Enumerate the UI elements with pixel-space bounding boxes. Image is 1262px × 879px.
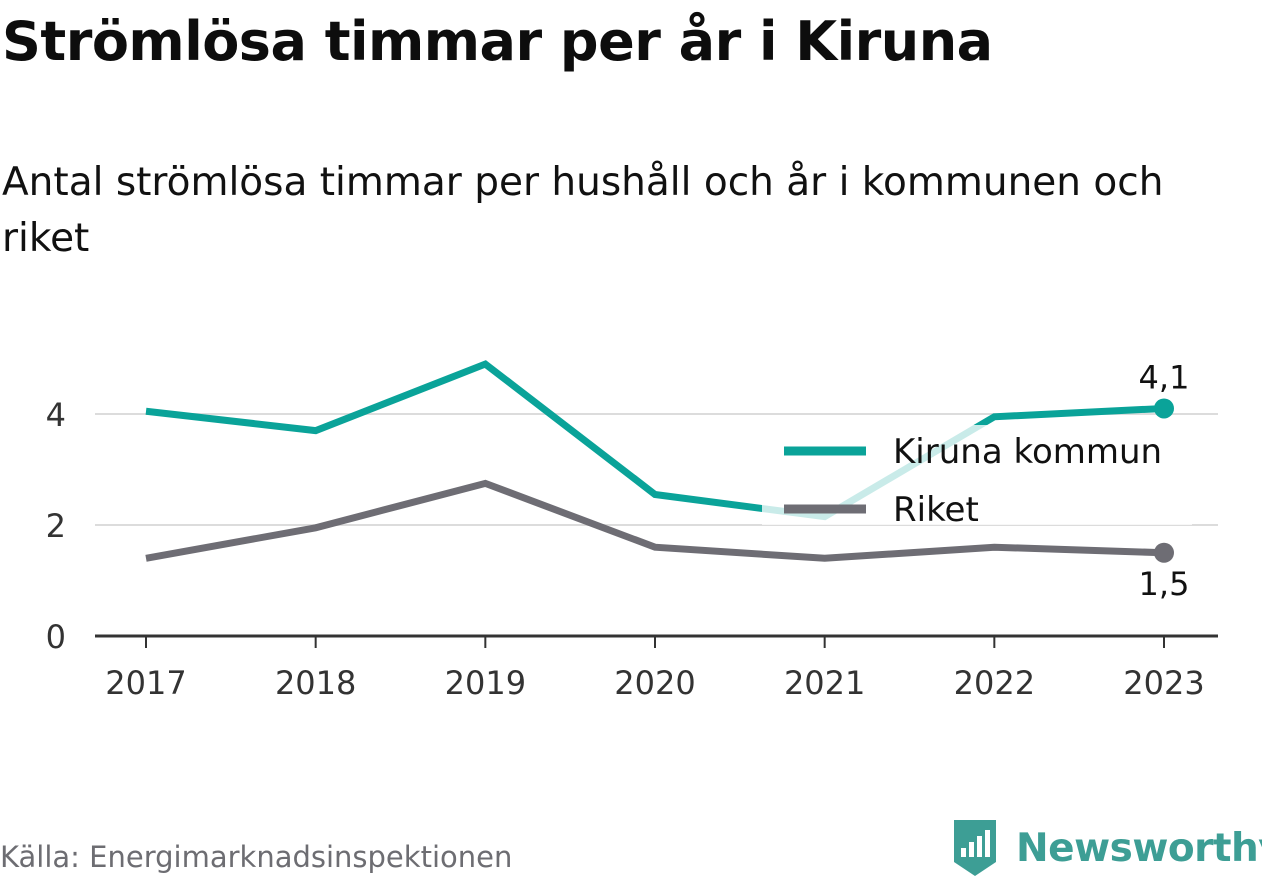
brand-name: Newsworthy bbox=[1016, 825, 1262, 871]
legend-label: Kiruna kommun bbox=[893, 432, 1162, 472]
end-value-label: 1,5 bbox=[1139, 565, 1190, 603]
x-tick-label: 2023 bbox=[1123, 664, 1204, 702]
x-tick-label: 2017 bbox=[105, 664, 186, 702]
x-axis: 2017 2018 2019 2020 2021 2022 2023 bbox=[95, 634, 1218, 702]
x-tick-label: 2019 bbox=[445, 664, 526, 702]
end-value-label: 4,1 bbox=[1139, 358, 1190, 396]
end-labels: 4,1 1,5 bbox=[1139, 358, 1190, 602]
series-lines bbox=[145, 360, 1174, 563]
chart-subtitle: Antal strömlösa timmar per hushåll och å… bbox=[2, 160, 1164, 261]
x-tick-label: 2020 bbox=[614, 664, 695, 702]
brand-logo: Newsworthy bbox=[950, 818, 1262, 878]
y-tick-label: 2 bbox=[46, 507, 66, 545]
x-tick-label: 2022 bbox=[954, 664, 1035, 702]
chart-title: Strömlösa timmar per år i Kiruna bbox=[2, 10, 993, 73]
x-tick-label: 2018 bbox=[275, 664, 356, 702]
y-axis-labels: 0 2 4 bbox=[46, 396, 66, 656]
legend: Kiruna kommun Riket bbox=[762, 425, 1192, 530]
newsworthy-logo-icon bbox=[954, 820, 996, 876]
series-end-point-0 bbox=[1154, 398, 1174, 419]
x-tick-label: 2021 bbox=[784, 664, 865, 702]
source-note: Källa: Energimarknadsinspektionen bbox=[0, 840, 513, 874]
series-end-point-1 bbox=[1154, 542, 1174, 563]
legend-label: Riket bbox=[893, 490, 979, 530]
y-tick-label: 0 bbox=[46, 618, 66, 656]
series-line-0 bbox=[145, 360, 1165, 521]
y-tick-label: 4 bbox=[46, 396, 66, 434]
series-line-1 bbox=[145, 479, 1165, 562]
